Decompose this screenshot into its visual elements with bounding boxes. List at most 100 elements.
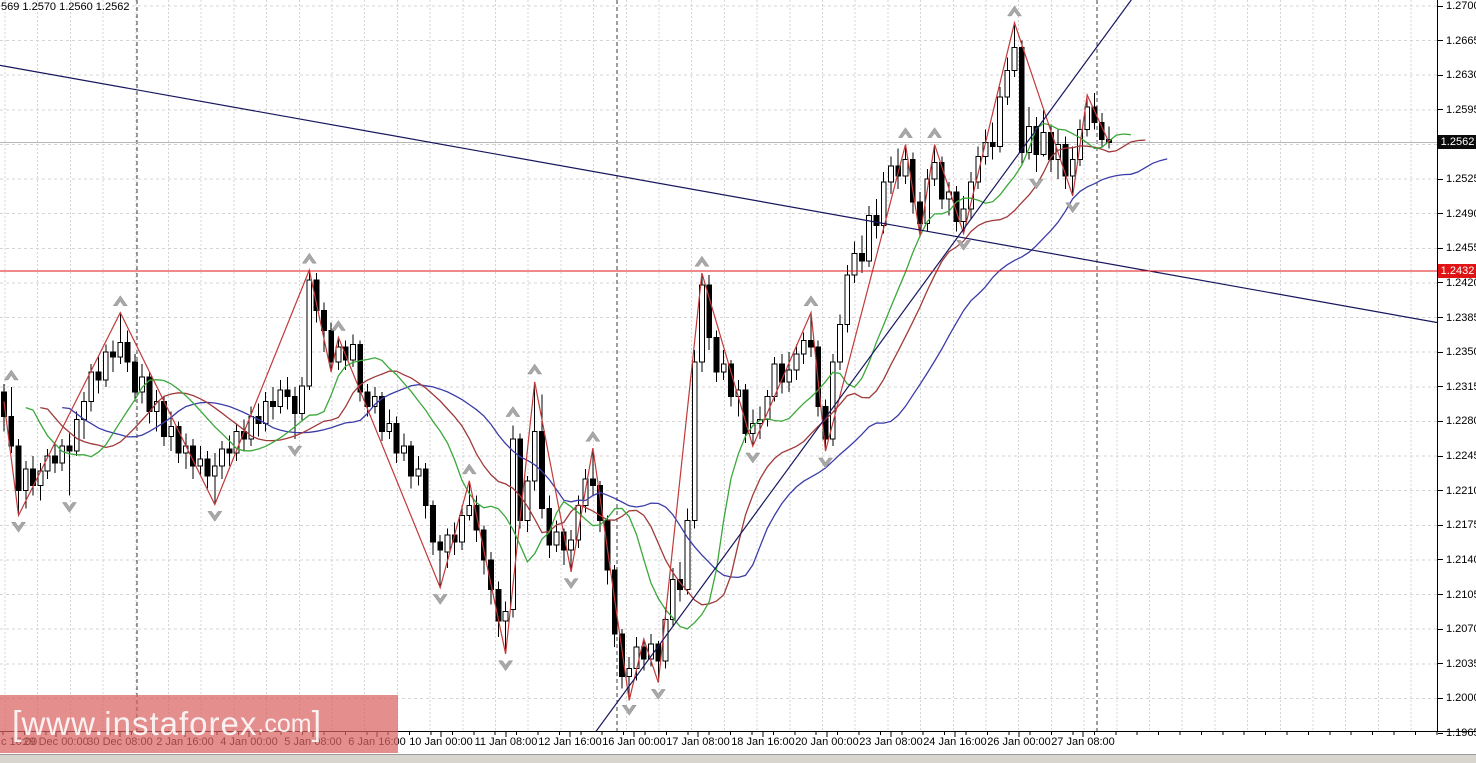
zigzag-line (3, 20, 1110, 701)
time-axis-label: 20 Jan 00:00 (795, 736, 859, 748)
price-tick (1438, 179, 1443, 180)
fractal-down-icon (956, 240, 972, 251)
price-axis-label: 1.2035 (1446, 657, 1476, 670)
chart-plot-area[interactable] (0, 0, 1437, 731)
price-tick (1438, 40, 1443, 41)
grid-lines (0, 0, 1437, 731)
price-axis-label: 1.2700 (1446, 0, 1476, 12)
fractal-up-icon (301, 252, 317, 264)
fractal-up-icon (527, 363, 543, 375)
fractal-up-icon (1007, 5, 1023, 17)
price-tick (1438, 421, 1443, 422)
price-axis-label: 1.2420 (1446, 276, 1476, 289)
fractal-up-icon (585, 430, 601, 442)
fractal-down-icon (818, 457, 833, 469)
price-axis-label: 1.2245 (1446, 450, 1476, 463)
price-axis-label: 1.2665 (1446, 34, 1476, 47)
time-axis-label: 5 Jan 08:00 (284, 736, 342, 748)
fractal-down-icon (621, 705, 637, 716)
price-tick (1438, 733, 1443, 734)
price-axis-label: 1.2385 (1446, 311, 1476, 324)
fractal-down-icon (1065, 202, 1081, 214)
fractal-up-icon (694, 255, 710, 267)
fractal-up-icon (112, 295, 128, 307)
price-axis-label: 1.2000 (1446, 692, 1476, 705)
price-axis-label: 1.2280 (1446, 415, 1476, 428)
price-tick (1438, 629, 1443, 630)
price-tick (1438, 6, 1443, 7)
fractal-down-icon (1028, 178, 1044, 190)
price-axis[interactable]: 1.2700 1.2665 1.2630 1.2595 1.2525 1.2490 1.24… (1437, 0, 1476, 739)
trend-line[interactable] (555, 0, 1150, 731)
axis-border (0, 731, 1476, 732)
time-axis-label: 10 Jan 00:00 (409, 736, 473, 748)
price-tick (1438, 317, 1443, 318)
time-axis[interactable]: c 16:00 29 Dec 00:00 30 Dec 08:00 2 Jan 16:… (0, 732, 1476, 754)
time-axis-label: 30 Dec 08:00 (87, 736, 153, 748)
time-axis-label: 12 Jan 16:00 (538, 736, 602, 748)
fractal-up-icon (505, 406, 521, 417)
price-axis-label: 1.2490 (1446, 207, 1476, 220)
time-axis-label: 11 Jan 08:00 (474, 736, 538, 748)
fractal-up-icon (3, 369, 19, 381)
price-tick (1438, 525, 1443, 526)
price-tick (1438, 386, 1443, 387)
price-axis-label: 1.2350 (1446, 346, 1476, 359)
fractal-up-icon (897, 127, 913, 138)
time-axis-label: 23 Jan 08:00 (859, 736, 923, 748)
fractal-down-icon (207, 511, 223, 522)
price-axis-label: 1.2140 (1446, 553, 1476, 566)
fractal-up-icon (803, 295, 819, 307)
time-axis-label: 27 Jan 08:00 (1051, 736, 1115, 748)
window-bottom-strip (0, 754, 1476, 763)
price-tick (1438, 282, 1443, 283)
price-tick (1438, 248, 1443, 249)
alligator-teeth-line (40, 139, 1146, 606)
fractal-down-icon (432, 594, 448, 605)
fractal-down-icon (287, 445, 303, 457)
alligator-lips-line (25, 122, 1131, 630)
price-badge: 1.2432 (1438, 264, 1476, 279)
price-axis-label: 1.2105 (1446, 588, 1476, 601)
price-tick (1438, 594, 1443, 595)
price-axis-label: 1.2175 (1446, 519, 1476, 532)
price-axis-label: 1.2070 (1446, 623, 1476, 636)
price-axis-label: 1.2455 (1446, 242, 1476, 255)
fractal-down-icon (498, 660, 514, 672)
price-axis-label: 1.2630 (1446, 69, 1476, 82)
trend-lines (0, 0, 1437, 731)
fractal-up-icon (330, 320, 346, 331)
fractal-down-icon (650, 689, 666, 700)
fractal-down-icon (563, 578, 579, 590)
price-axis-label: 1.1965 (1446, 727, 1476, 739)
price-axis-label: 1.2315 (1446, 380, 1476, 393)
candlesticks (1, 22, 1112, 701)
alligator-jaw-line (62, 158, 1168, 579)
price-axis-label: 1.2210 (1446, 484, 1476, 497)
trend-line[interactable] (0, 64, 1437, 324)
price-tick (1438, 490, 1443, 491)
fractal-down-icon (745, 452, 761, 464)
alligator-lines (25, 122, 1168, 630)
price-tick (1438, 663, 1443, 664)
fractal-arrows (3, 5, 1081, 716)
fractal-up-icon (927, 127, 943, 138)
time-axis-label: 2 Jan 16:00 (156, 736, 214, 748)
fractal-down-icon (11, 522, 27, 533)
time-axis-label: 17 Jan 08:00 (666, 736, 730, 748)
price-axis-label: 1.2595 (1446, 103, 1476, 116)
time-axis-label: 29 Dec 00:00 (23, 736, 89, 748)
price-badge: 1.2562 (1438, 135, 1476, 150)
fractal-up-icon (461, 463, 477, 475)
fractal-down-icon (61, 502, 77, 513)
time-axis-label: 24 Jan 16:00 (923, 736, 987, 748)
price-tick (1438, 352, 1443, 353)
price-tick (1438, 109, 1443, 110)
price-tick (1438, 559, 1443, 560)
time-axis-label: 16 Jan 00:00 (602, 736, 666, 748)
price-tick (1438, 213, 1443, 214)
time-axis-label: 18 Jan 16:00 (731, 736, 795, 748)
ohlc-readout: 569 1.2570 1.2560 1.2562 (1, 1, 130, 13)
price-tick (1438, 456, 1443, 457)
